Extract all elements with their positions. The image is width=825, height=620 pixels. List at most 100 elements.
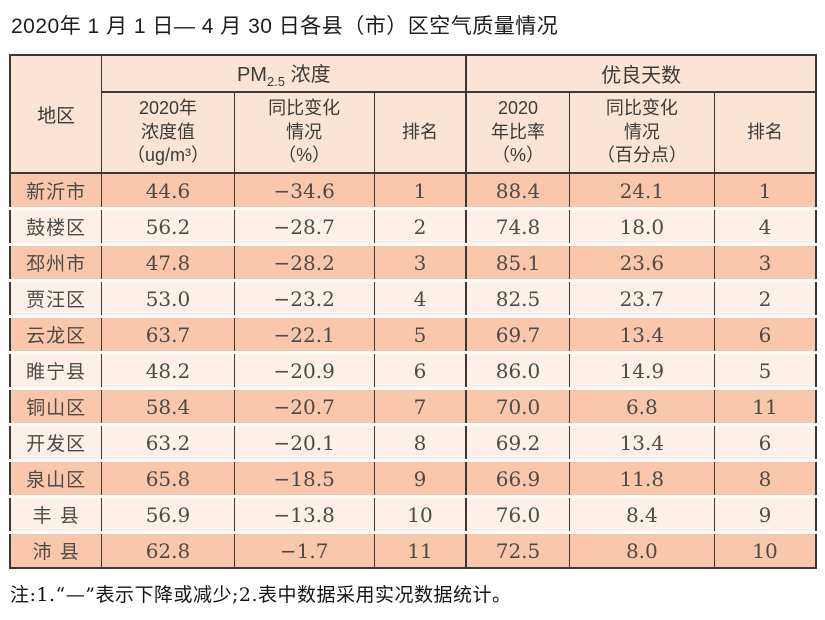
table-row: 铜山区 58.4 −20.7 7 70.0 6.8 11 — [10, 387, 816, 425]
good-change-cell: 23.7 — [569, 279, 715, 317]
good-rank-cell: 6 — [714, 423, 816, 461]
region-cell: 开发区 — [10, 423, 103, 461]
region-cell: 云龙区 — [10, 315, 103, 353]
pm25-value-cell: 63.2 — [101, 423, 235, 461]
pm25-rank-cell: 4 — [374, 279, 468, 317]
group-header-row: 地区 PM2.5 浓度 优良天数 — [10, 55, 816, 174]
pm25-label-base: PM — [236, 64, 267, 86]
good-rank-cell: 8 — [714, 459, 816, 497]
region-cell: 新沂市 — [10, 173, 103, 209]
pm25-rank-cell: 5 — [374, 315, 468, 353]
table-header: 地区 PM2.5 浓度 优良天数 2020年 浓度值 （ug/m³） 同比变化 … — [10, 55, 816, 174]
good-change-cell: 24.1 — [569, 173, 715, 209]
table-row: 睢宁县 48.2 −20.9 6 86.0 14.9 5 — [10, 351, 816, 389]
pm25-rank-cell: 6 — [374, 351, 468, 389]
good-rank-cell: 2 — [714, 279, 816, 317]
table-row: 新沂市 44.6 −34.6 1 88.4 24.1 1 — [10, 173, 816, 209]
region-cell: 泉山区 — [10, 459, 103, 497]
sub-header-row: 2020年 浓度值 （ug/m³） 同比变化 情况 （%） 排名 2020 年比… — [10, 92, 816, 174]
pm25-change-cell: −28.2 — [234, 243, 375, 281]
column-header-pm25-rank: 排名 — [374, 92, 468, 174]
pm25-value-cell: 44.6 — [101, 173, 235, 209]
pm25-change-cell: −18.5 — [234, 459, 375, 497]
good-rank-cell: 10 — [714, 531, 816, 568]
column-header-pm25-value: 2020年 浓度值 （ug/m³） — [101, 92, 235, 174]
good-rate-cell: 66.9 — [466, 459, 570, 497]
column-group-pm25: PM2.5 浓度 — [101, 55, 468, 93]
column-group-good-days: 优良天数 — [466, 55, 816, 93]
table-row: 泉山区 65.8 −18.5 9 66.9 11.8 8 — [10, 459, 816, 497]
table-row: 丰 县 56.9 −13.8 10 76.0 8.4 9 — [10, 495, 816, 533]
good-rank-cell: 9 — [714, 495, 816, 533]
region-cell: 贾汪区 — [10, 279, 103, 317]
good-rate-cell: 85.1 — [466, 243, 570, 281]
good-change-cell: 13.4 — [569, 315, 715, 353]
pm25-label-rest: 浓度 — [285, 64, 331, 86]
column-header-good-rate: 2020 年比率 （%） — [466, 92, 570, 174]
table-row: 鼓楼区 56.2 −28.7 2 74.8 18.0 4 — [10, 207, 816, 245]
table-row: 云龙区 63.7 −22.1 5 69.7 13.4 6 — [10, 315, 816, 353]
pm25-change-cell: −13.8 — [234, 495, 375, 533]
good-rank-cell: 3 — [714, 243, 816, 281]
footnote: 注:1.“—”表示下降或减少;2.表中数据采用实况数据统计。 — [10, 584, 512, 606]
good-change-cell: 13.4 — [569, 423, 715, 461]
pm25-change-cell: −22.1 — [234, 315, 375, 353]
pm25-change-cell: −20.7 — [234, 387, 375, 425]
column-header-good-change: 同比变化 情况 （百分点） — [569, 92, 715, 174]
pm25-rank-cell: 3 — [374, 243, 468, 281]
good-rate-cell: 69.2 — [466, 423, 570, 461]
column-header-region: 地区 — [10, 55, 103, 174]
column-header-good-rank: 排名 — [714, 92, 816, 174]
pm25-value-cell: 53.0 — [101, 279, 235, 317]
good-rate-cell: 76.0 — [466, 495, 570, 533]
good-rank-cell: 11 — [714, 387, 816, 425]
table-row: 贾汪区 53.0 −23.2 4 82.5 23.7 2 — [10, 279, 816, 317]
pm25-value-cell: 56.2 — [101, 207, 235, 245]
good-change-cell: 8.0 — [569, 531, 715, 568]
region-cell: 沛 县 — [10, 531, 103, 568]
pm25-change-cell: −1.7 — [234, 531, 375, 568]
pm25-label-subscript: 2.5 — [266, 74, 286, 89]
good-rank-cell: 5 — [714, 351, 816, 389]
good-change-cell: 14.9 — [569, 351, 715, 389]
good-change-cell: 23.6 — [569, 243, 715, 281]
air-quality-table: 地区 PM2.5 浓度 优良天数 2020年 浓度值 （ug/m³） 同比变化 … — [9, 54, 817, 569]
table-body: 新沂市 44.6 −34.6 1 88.4 24.1 1 鼓楼区 56.2 −2… — [10, 173, 816, 568]
region-cell: 鼓楼区 — [10, 207, 103, 245]
region-cell: 邳州市 — [10, 243, 103, 281]
good-rank-cell: 1 — [714, 173, 816, 209]
good-change-cell: 6.8 — [569, 387, 715, 425]
table-row: 邳州市 47.8 −28.2 3 85.1 23.6 3 — [10, 243, 816, 281]
good-rate-cell: 70.0 — [466, 387, 570, 425]
region-cell: 睢宁县 — [10, 351, 103, 389]
pm25-change-cell: −20.9 — [234, 351, 375, 389]
pm25-value-cell: 63.7 — [101, 315, 235, 353]
pm25-change-cell: −28.7 — [234, 207, 375, 245]
pm25-rank-cell: 9 — [374, 459, 468, 497]
pm25-value-cell: 48.2 — [101, 351, 235, 389]
pm25-change-cell: −20.1 — [234, 423, 375, 461]
good-rank-cell: 6 — [714, 315, 816, 353]
good-rate-cell: 86.0 — [466, 351, 570, 389]
region-cell: 丰 县 — [10, 495, 103, 533]
pm25-value-cell: 62.8 — [101, 531, 235, 568]
good-rank-cell: 4 — [714, 207, 816, 245]
pm25-rank-cell: 2 — [374, 207, 468, 245]
good-rate-cell: 72.5 — [466, 531, 570, 568]
pm25-change-cell: −34.6 — [234, 173, 375, 209]
good-rate-cell: 69.7 — [466, 315, 570, 353]
good-change-cell: 18.0 — [569, 207, 715, 245]
pm25-value-cell: 56.9 — [101, 495, 235, 533]
table-row: 开发区 63.2 −20.1 8 69.2 13.4 6 — [10, 423, 816, 461]
pm25-change-cell: −23.2 — [234, 279, 375, 317]
good-change-cell: 11.8 — [569, 459, 715, 497]
pm25-rank-cell: 1 — [374, 173, 468, 209]
pm25-rank-cell: 11 — [374, 531, 468, 568]
pm25-rank-cell: 8 — [374, 423, 468, 461]
region-cell: 铜山区 — [10, 387, 103, 425]
pm25-value-cell: 58.4 — [101, 387, 235, 425]
good-rate-cell: 82.5 — [466, 279, 570, 317]
pm25-rank-cell: 10 — [374, 495, 468, 533]
page-title: 2020年 1 月 1 日— 4 月 30 日各县（市）区空气质量情况 — [11, 15, 559, 38]
